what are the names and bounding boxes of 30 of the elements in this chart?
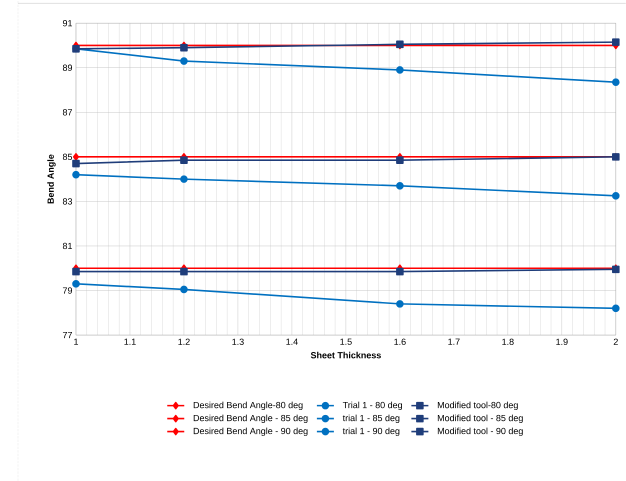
legend-label: Desired Bend Angle - 85 deg <box>194 414 308 423</box>
legend-label: Modified tool-80 deg <box>438 402 518 410</box>
y-tick-label: 91 <box>62 20 72 26</box>
legend-label: Desired Bend Angle-80 deg <box>194 402 303 410</box>
y-tick-label: 77 <box>62 332 72 338</box>
x-tick-label: 1.5 <box>340 338 352 345</box>
legend-label: Trial 1 - 80 deg <box>342 402 402 410</box>
legend-label: trial 1 - 85 deg <box>342 414 400 423</box>
x-tick-label: 1.3 <box>232 338 244 345</box>
x-tick-label: 1.6 <box>394 338 406 345</box>
y-tick-label: 89 <box>62 64 72 71</box>
x-tick-label: 1.1 <box>124 338 136 345</box>
legend-label: Modified tool - 85 deg <box>438 414 523 423</box>
x-tick-label: 1 <box>74 338 78 345</box>
y-tick-label: 85 <box>62 154 72 160</box>
x-tick-label: 1.9 <box>556 338 568 345</box>
x-tick-label: 1.2 <box>178 338 190 345</box>
y-tick-label: 79 <box>62 287 72 294</box>
y-tick-label: 83 <box>62 198 72 204</box>
y-axis-title: Bend Angle <box>47 154 56 204</box>
x-tick-label: 1.4 <box>286 338 298 345</box>
y-tick-label: 81 <box>62 242 72 250</box>
x-tick-label: 2 <box>614 338 618 345</box>
legend-label: Modified tool - 90 deg <box>438 427 523 436</box>
x-tick-label: 1.7 <box>448 338 460 345</box>
x-tick-label: 1.8 <box>502 338 514 345</box>
legend-label: trial 1 - 90 deg <box>342 427 400 436</box>
legend-label: Desired Bend Angle - 90 deg <box>194 427 308 436</box>
x-axis-title: Sheet Thickness <box>310 352 381 358</box>
y-tick-label: 87 <box>62 109 72 116</box>
